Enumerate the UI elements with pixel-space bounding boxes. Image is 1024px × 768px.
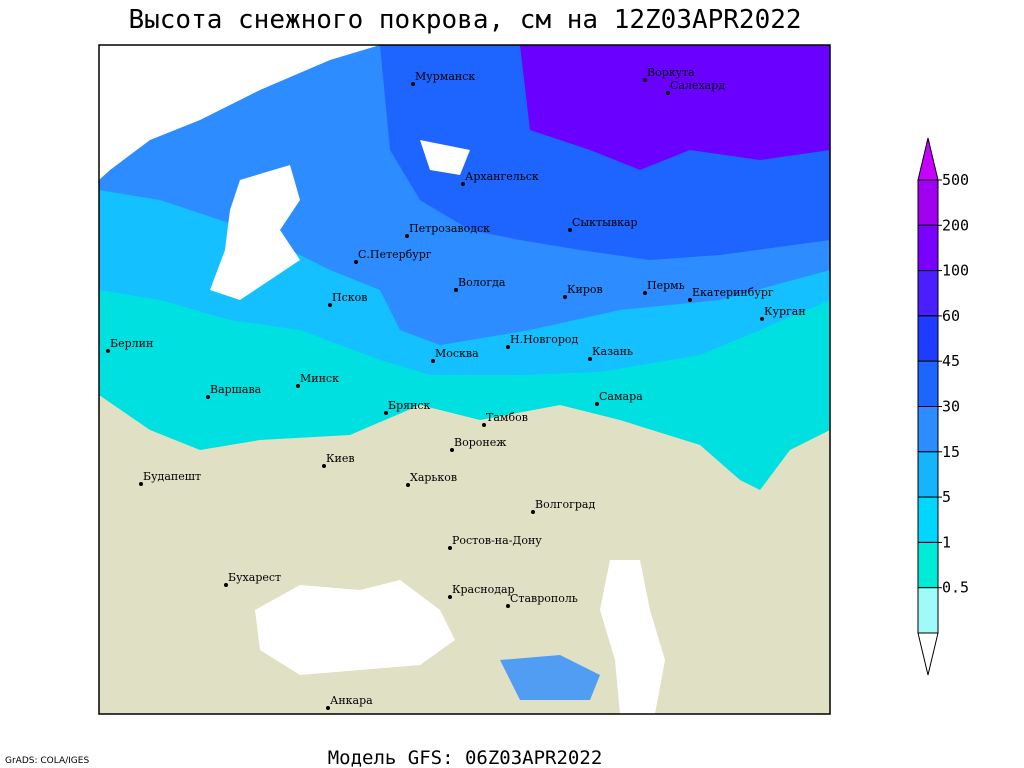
snow-100	[520, 45, 830, 170]
city-label: Воронеж	[454, 436, 506, 449]
city-label: Будапешт	[143, 470, 201, 483]
city-dot	[643, 78, 647, 82]
city-label: Пермь	[647, 279, 685, 292]
colorbar-segment	[917, 406, 939, 453]
colorbar-cap	[917, 632, 939, 676]
city-label: Волгоград	[535, 498, 595, 511]
city-dot	[322, 464, 326, 468]
city-dot	[563, 295, 567, 299]
city-dot	[760, 317, 764, 321]
snow-caucasus	[500, 655, 600, 700]
city-label: Москва	[435, 347, 479, 360]
title: Высота снежного покрова, см на 12Z03APR2…	[128, 5, 801, 35]
black-sea	[255, 580, 455, 675]
colorbar-segment	[917, 587, 939, 634]
city-label: Мурманск	[415, 70, 475, 83]
colorbar-label: 500	[942, 171, 969, 189]
city-label: Анкара	[330, 694, 373, 707]
city-dot	[506, 345, 510, 349]
city-label: Вологда	[458, 276, 506, 289]
city-dot	[224, 583, 228, 587]
city-dot	[454, 288, 458, 292]
city-label: Харьков	[410, 471, 457, 484]
white-sea	[420, 140, 470, 175]
colorbar-label: 1	[942, 533, 951, 551]
city-dot	[296, 384, 300, 388]
colorbar-label: 15	[942, 443, 960, 461]
colorbar-label: 5	[942, 488, 951, 506]
city-dot	[384, 411, 388, 415]
city-dot	[411, 82, 415, 86]
colorbar-label: 45	[942, 352, 960, 370]
credit: GrADS: COLA/IGES	[5, 756, 89, 766]
city-label: Петрозаводск	[409, 222, 490, 235]
city-dot	[588, 357, 592, 361]
city-dot	[106, 349, 110, 353]
city-dot	[506, 604, 510, 608]
colorbar-label: 200	[942, 216, 969, 234]
city-dot	[405, 234, 409, 238]
colorbar-label: 0.5	[942, 579, 969, 597]
colorbar-cap	[917, 137, 939, 181]
city-dot	[448, 546, 452, 550]
city-label: Бухарест	[228, 571, 281, 584]
colorbar-segment	[917, 179, 939, 226]
city-label: Брянск	[388, 399, 431, 412]
city-dot	[206, 395, 210, 399]
city-label: Архангельск	[465, 170, 539, 183]
city-label: Салехард	[670, 79, 725, 92]
city-dot	[406, 483, 410, 487]
city-label: С.Петербург	[358, 248, 432, 261]
city-label: Воркута	[647, 66, 695, 79]
colorbar-segment	[917, 315, 939, 362]
city-label: Екатеринбург	[692, 286, 774, 299]
colorbar-label: 100	[942, 262, 969, 280]
city-dot	[450, 448, 454, 452]
city-label: Сыктывкар	[572, 216, 638, 229]
city-label: Варшава	[210, 383, 262, 396]
city-label: Киев	[326, 452, 355, 465]
city-dot	[328, 303, 332, 307]
city-dot	[643, 291, 647, 295]
city-dot	[531, 510, 535, 514]
city-label: Самара	[599, 390, 643, 403]
colorbar-label: 60	[942, 307, 960, 325]
city-dot	[448, 595, 452, 599]
city-label: Киров	[567, 283, 603, 296]
city-dot	[595, 402, 599, 406]
colorbar-segment	[917, 224, 939, 272]
city-label: Курган	[764, 305, 806, 318]
colorbar-segment	[917, 270, 939, 317]
arctic-ocean	[99, 45, 380, 180]
colorbar-segment	[917, 451, 939, 498]
city-dot	[326, 706, 330, 710]
city-label: Краснодар	[452, 583, 515, 596]
city-dot	[666, 91, 670, 95]
city-dot	[568, 228, 572, 232]
city-dot	[139, 482, 143, 486]
city-label: Казань	[592, 345, 633, 358]
city-dot	[354, 260, 358, 264]
colorbar-segment	[917, 541, 939, 589]
colorbar-segment	[917, 360, 939, 408]
city-label: Берлин	[110, 337, 153, 350]
city-dot	[688, 298, 692, 302]
city-dot	[482, 423, 486, 427]
caspian-sea	[600, 560, 665, 714]
map	[99, 45, 830, 714]
colorbar-segment	[917, 496, 939, 543]
city-dot	[431, 359, 435, 363]
city-label: Н.Новгород	[510, 333, 579, 346]
model-label: Модель GFS: 06Z03APR2022	[328, 747, 603, 768]
city-label: Ростов-на-Дону	[452, 534, 542, 547]
city-label: Минск	[300, 372, 339, 385]
city-label: Псков	[332, 291, 367, 304]
baltic-sea	[210, 165, 300, 300]
city-label: Ставрополь	[510, 592, 578, 605]
city-dot	[461, 182, 465, 186]
colorbar-label: 30	[942, 398, 960, 416]
city-label: Тамбов	[486, 411, 528, 424]
map-frame	[98, 44, 831, 715]
